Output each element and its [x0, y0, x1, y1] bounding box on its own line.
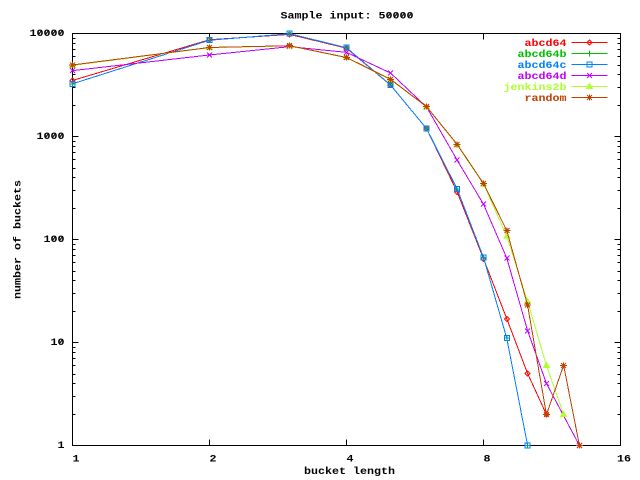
svg-text:Sample input: 50000: Sample input: 50000 [281, 11, 414, 22]
svg-text:1000: 1000 [37, 132, 65, 143]
svg-text:abcd64c: abcd64c [518, 61, 567, 72]
svg-text:2: 2 [209, 454, 216, 465]
svg-text:number of buckets: number of buckets [13, 180, 24, 299]
svg-text:random: random [525, 94, 568, 105]
svg-text:bucket length: bucket length [304, 467, 395, 478]
svg-text:abcd64b: abcd64b [518, 50, 567, 61]
svg-text:abcd64d: abcd64d [518, 72, 567, 83]
svg-text:jenkins2b: jenkins2b [504, 83, 567, 94]
svg-text:abcd64: abcd64 [525, 39, 568, 50]
svg-text:1: 1 [57, 441, 64, 452]
svg-text:10000: 10000 [30, 29, 65, 40]
svg-text:10: 10 [51, 338, 65, 349]
svg-text:4: 4 [346, 454, 354, 465]
svg-text:1: 1 [72, 454, 79, 465]
svg-text:8: 8 [483, 454, 490, 465]
svg-text:100: 100 [44, 235, 65, 246]
svg-text:16: 16 [617, 454, 631, 465]
